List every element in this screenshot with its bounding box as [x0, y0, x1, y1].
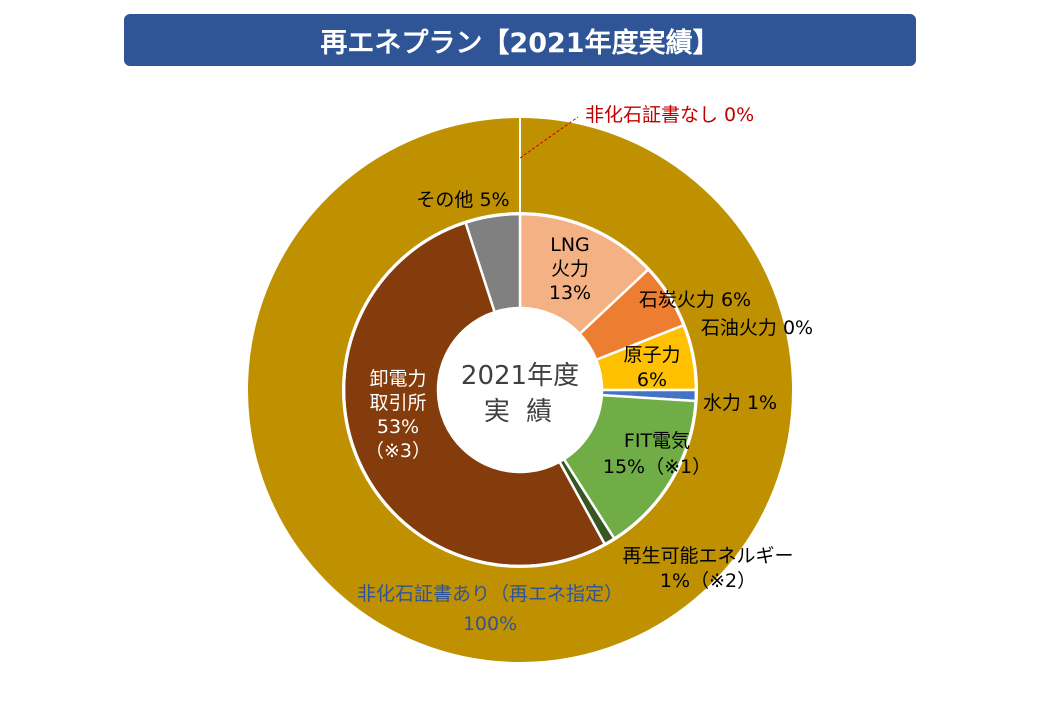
data-label-9-line-1: 取引所: [369, 392, 426, 414]
inner-ring-border: [342, 212, 698, 568]
data-label-1-line-0: 非化石証書あり（再エネ指定）: [357, 583, 623, 605]
data-label-2-line-1: 火力: [551, 258, 589, 280]
data-label-3-line-0: 石炭火力 6%: [639, 289, 751, 311]
data-label-0-line-0: 非化石証書なし 0%: [585, 104, 754, 126]
data-label-1-line-1: 100%: [463, 613, 517, 635]
data-label-7-line-1: 15%（※1）: [603, 456, 711, 478]
data-label-9-line-2: 53%: [377, 416, 419, 438]
data-label-5-line-1: 6%: [637, 369, 667, 391]
donut-hole: [438, 308, 602, 472]
data-label-9-line-0: 卸電力: [369, 368, 426, 390]
chart-title: 再エネプラン【2021年度実績】: [124, 14, 916, 66]
data-label-9-line-3: （※3）: [365, 440, 431, 462]
data-label-2-line-0: LNG: [550, 234, 590, 256]
data-label-5-line-0: 原子力: [623, 344, 680, 366]
data-label-8-line-1: 1%（※2）: [660, 570, 756, 592]
data-label-2-line-2: 13%: [549, 282, 591, 304]
data-label-10-line-0: その他 5%: [416, 189, 509, 211]
center-label-line-1: 実 績: [484, 397, 556, 427]
data-label-6-line-0: 水力 1%: [703, 392, 777, 414]
data-label-8-line-0: 再生可能エネルギー: [622, 545, 793, 567]
data-label-7-line-0: FIT電気: [624, 430, 690, 452]
center-label-line-0: 2021年度: [461, 361, 579, 391]
data-label-4-line-0: 石油火力 0%: [701, 317, 813, 339]
leader-line-no-certificate: [519, 116, 579, 159]
